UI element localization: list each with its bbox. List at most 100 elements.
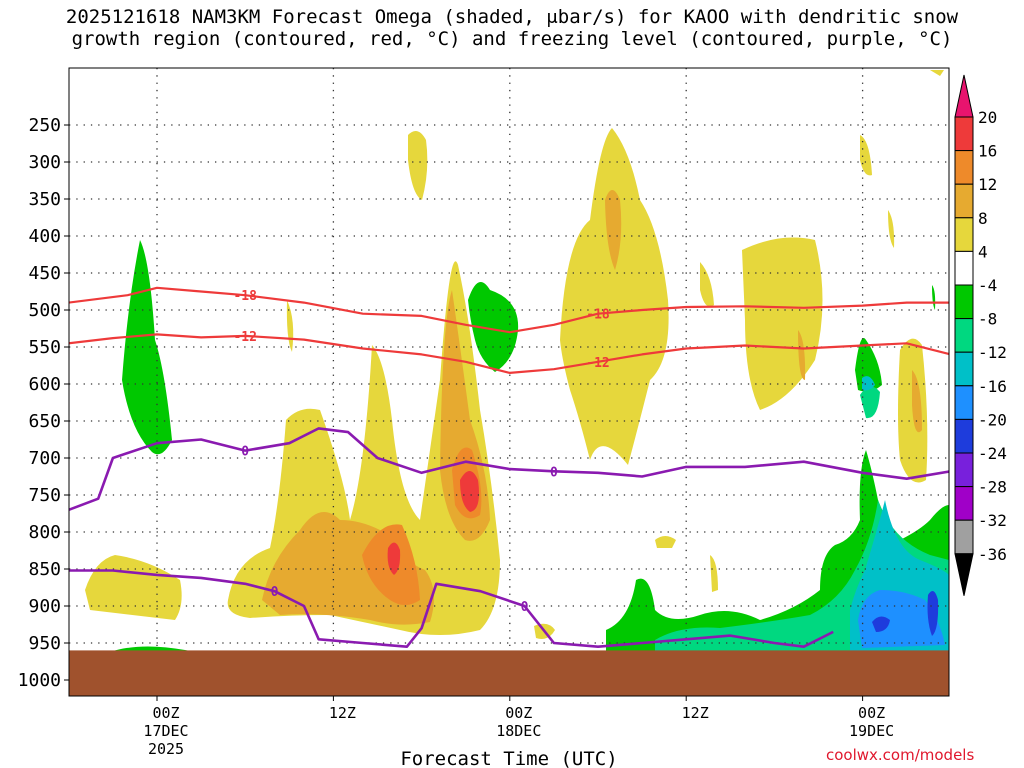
contour-line (69, 333, 949, 374)
omega-region (912, 370, 922, 433)
colorbar-label: -4 (978, 276, 997, 295)
colorbar-swatch (954, 318, 974, 353)
ground-fill (69, 650, 949, 696)
title-line-2: growth region (contoured, red, °C) and f… (71, 28, 953, 50)
omega-region (408, 131, 428, 200)
y-tick-label: 300 (28, 152, 61, 173)
omega-region (858, 590, 945, 648)
contour-line (69, 427, 949, 512)
omega-region (862, 376, 875, 391)
x-tick-label: 2025 (148, 740, 184, 758)
contour-label: -12 (586, 356, 609, 371)
colorbar-label: 4 (978, 242, 988, 261)
colorbar-swatch (954, 418, 974, 454)
y-tick-label: 350 (28, 189, 61, 210)
x-tick-label: 00Z (858, 704, 885, 722)
x-axis-label: Forecast Time (UTC) (400, 748, 617, 768)
contour-label: -18 (586, 308, 610, 323)
omega-region (932, 285, 936, 310)
omega-region (605, 190, 622, 270)
omega-region (927, 591, 939, 636)
omega-region (930, 70, 944, 76)
y-tick-label: 650 (28, 411, 61, 432)
colorbar-swatch (954, 486, 974, 521)
y-tick-label: 950 (28, 633, 61, 654)
colorbar-cap-bottom (954, 553, 974, 596)
y-tick-label: 550 (28, 337, 61, 358)
x-tick-label: 18DEC (496, 722, 541, 740)
y-tick-label: 250 (28, 115, 61, 136)
colorbar: 20 16 12 8 4 -4 -8 -12 -16 -20 -24 -28 -32 -36 (954, 74, 1007, 596)
contour-label: -12 (233, 330, 256, 345)
omega-shading (85, 70, 949, 661)
y-tick-label: 600 (28, 374, 61, 395)
colorbar-label: -12 (978, 343, 1007, 362)
omega-region (468, 282, 519, 372)
omega-region (710, 555, 718, 592)
omega-region (798, 330, 806, 380)
contour-line (69, 286, 949, 334)
colorbar-swatch (954, 519, 974, 555)
colorbar-label: -36 (978, 545, 1007, 564)
omega-region (560, 128, 669, 465)
contour-line (69, 569, 834, 648)
title-line-1: 2025121618 NAM3KM Forecast Omega (shaded… (65, 6, 959, 28)
omega-region (655, 536, 676, 548)
colorbar-swatch (954, 351, 974, 387)
colorbar-swatch (954, 250, 974, 286)
x-tick-label: 19DEC (849, 722, 894, 740)
colorbar-swatch (954, 385, 974, 420)
omega-region (286, 300, 294, 352)
y-tick-label: 400 (28, 226, 61, 247)
y-axis: 250 300 350 400 450 500 550 600 650 700 750 800 850 9… (18, 115, 69, 691)
colorbar-label: 16 (978, 142, 997, 161)
y-tick-label: 500 (28, 300, 61, 321)
x-tick-label: 12Z (682, 704, 709, 722)
colorbar-swatch (954, 217, 974, 252)
omega-region (700, 262, 714, 307)
contour-label: 0 (550, 465, 558, 480)
colorbar-cap-top (954, 74, 974, 118)
omega-region (742, 237, 823, 410)
colorbar-label: -8 (978, 310, 997, 329)
chart-title: 2025121618 NAM3KM Forecast Omega (shaded… (0, 6, 1024, 50)
credit-text: coolwx.com/models (826, 746, 975, 764)
x-tick-label: 00Z (505, 704, 532, 722)
contour-lines: -18 -18 -12 -12 0 0 0 0 (69, 286, 949, 648)
colorbar-label: -24 (978, 444, 1007, 463)
omega-region (888, 210, 895, 248)
colorbar-swatch (954, 150, 974, 185)
colorbar-label: 12 (978, 175, 997, 194)
colorbar-label: -20 (978, 410, 1007, 429)
omega-region (860, 135, 872, 176)
y-tick-label: 1000 (18, 670, 61, 691)
contour-label: 0 (271, 585, 279, 600)
colorbar-swatch (954, 183, 974, 219)
omega-region (860, 386, 880, 419)
ground-rect (69, 650, 949, 696)
y-tick-label: 700 (28, 448, 61, 469)
grid-lines (69, 68, 949, 696)
plot-frame (68, 67, 950, 697)
colorbar-label: 8 (978, 209, 988, 228)
x-tick-label: 12Z (329, 704, 356, 722)
y-tick-label: 750 (28, 485, 61, 506)
omega-region (855, 338, 882, 392)
omega-region (387, 542, 401, 575)
colorbar-swatch (954, 284, 974, 320)
x-tick-label: 17DEC (143, 722, 188, 740)
y-tick-label: 450 (28, 263, 61, 284)
omega-region (872, 616, 890, 632)
y-tick-label: 900 (28, 596, 61, 617)
x-tick-label: 00Z (152, 704, 179, 722)
colorbar-swatch (954, 452, 974, 488)
contour-label: -18 (233, 289, 257, 304)
colorbar-label: -32 (978, 511, 1007, 530)
colorbar-label: 20 (978, 108, 997, 127)
colorbar-swatch (954, 116, 974, 152)
omega-region (85, 555, 182, 620)
omega-region (460, 471, 479, 512)
y-tick-label: 800 (28, 522, 61, 543)
